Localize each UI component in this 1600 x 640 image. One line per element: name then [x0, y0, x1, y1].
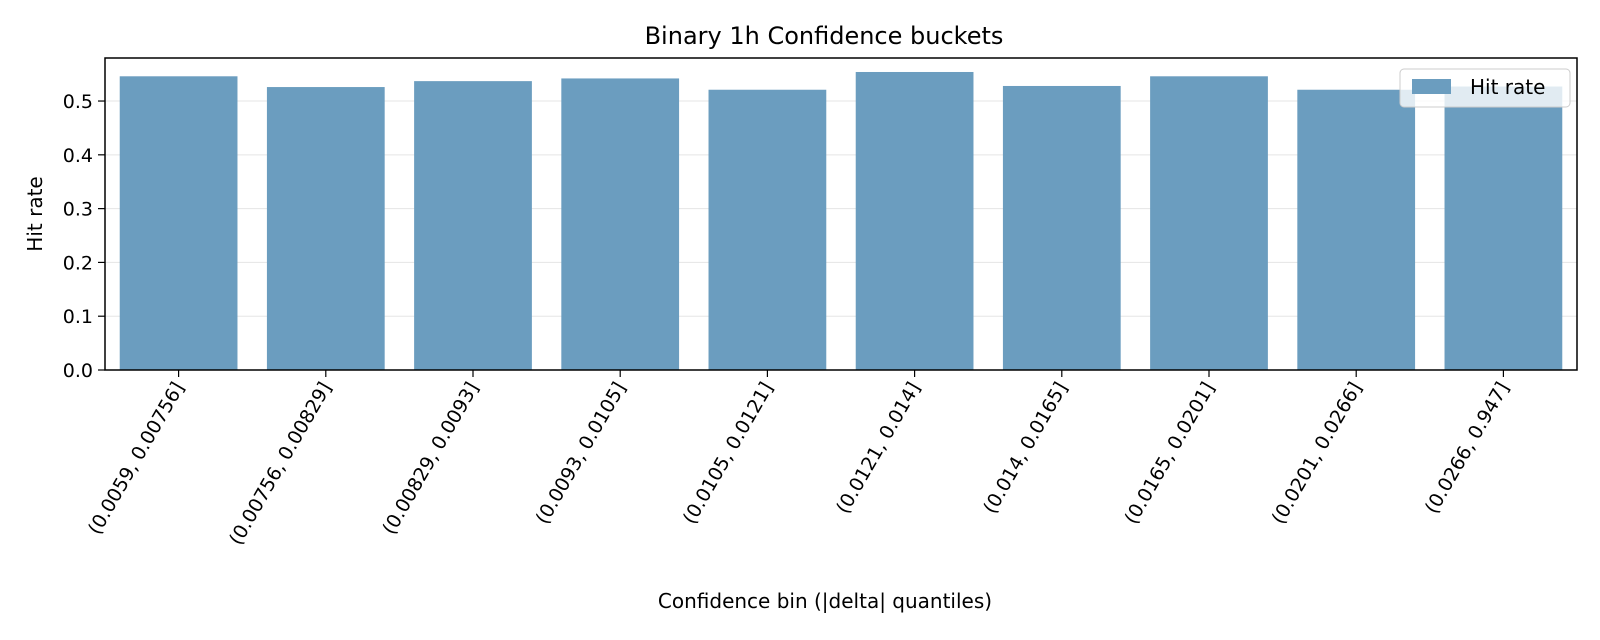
bar [1150, 76, 1268, 370]
legend-box [1399, 68, 1571, 108]
bar [414, 81, 532, 370]
bar [1002, 85, 1121, 370]
bar [119, 76, 238, 370]
y-tick-label: 0.2 [63, 252, 93, 274]
bar [1297, 89, 1416, 371]
y-tick-label: 0.1 [63, 306, 93, 328]
y-tick-label: 0.5 [63, 91, 93, 113]
plot-frame [104, 57, 1578, 371]
bars [119, 71, 1563, 371]
bar [1444, 86, 1563, 370]
x-axis-label: Confidence bin (|delta| quantiles) [658, 589, 992, 613]
legend-label: Hit rate [1470, 75, 1545, 99]
bar [266, 87, 385, 370]
bar [708, 89, 827, 371]
legend-swatch [1412, 79, 1451, 94]
y-axis-label: Hit rate [23, 176, 47, 251]
bar [855, 71, 974, 370]
y-axis: 0.0 0.1 0.2 0.3 0.4 0.5 [63, 91, 105, 382]
y-tick-label: 0.3 [63, 199, 93, 221]
legend: Hit rate [1399, 68, 1571, 108]
chart-title: Binary 1h Confidence buckets [645, 22, 1004, 50]
bar [561, 78, 680, 370]
y-tick-label: 0.0 [63, 360, 93, 382]
y-tick-label: 0.4 [63, 145, 93, 167]
